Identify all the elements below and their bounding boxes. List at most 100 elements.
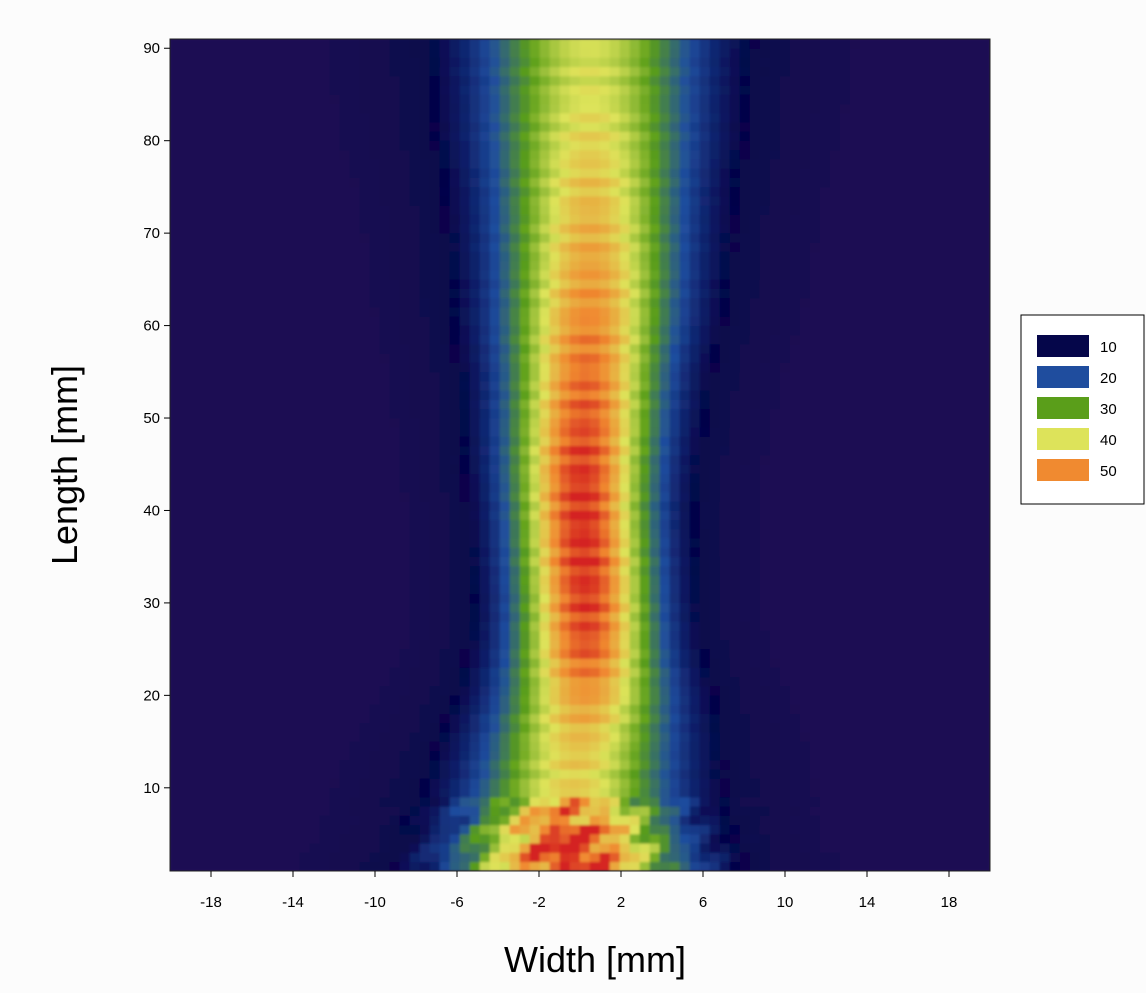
heatmap-cell bbox=[319, 316, 331, 326]
heatmap-cell bbox=[969, 362, 981, 373]
heatmap-cell bbox=[399, 769, 411, 779]
heatmap-cell bbox=[859, 371, 871, 382]
heatmap-cell bbox=[229, 824, 241, 835]
heatmap-cell bbox=[619, 861, 631, 871]
heatmap-cell bbox=[489, 732, 501, 742]
heatmap-cell bbox=[969, 750, 981, 761]
heatmap-cell bbox=[619, 787, 631, 798]
heatmap-cell bbox=[719, 537, 731, 548]
heatmap-cell bbox=[339, 722, 351, 733]
heatmap-cell bbox=[649, 824, 661, 835]
heatmap-cell bbox=[899, 491, 911, 502]
heatmap-cell bbox=[399, 565, 411, 576]
heatmap-cell bbox=[889, 445, 901, 456]
heatmap-cell bbox=[839, 445, 851, 456]
heatmap-cell bbox=[809, 676, 821, 687]
heatmap-cell bbox=[459, 658, 471, 668]
heatmap-cell bbox=[189, 380, 201, 391]
heatmap-cell bbox=[389, 741, 401, 752]
heatmap-cell bbox=[279, 722, 291, 733]
heatmap-cell bbox=[629, 547, 641, 557]
heatmap-cell bbox=[389, 491, 401, 502]
heatmap-cell bbox=[479, 417, 491, 428]
heatmap-cell bbox=[529, 537, 541, 548]
heatmap-cell bbox=[609, 741, 621, 752]
heatmap-cell bbox=[879, 667, 891, 678]
heatmap-cell bbox=[849, 704, 861, 715]
heatmap-cell bbox=[589, 639, 601, 650]
heatmap-cell bbox=[189, 574, 201, 585]
heatmap-cell bbox=[459, 417, 471, 428]
heatmap-cell bbox=[249, 399, 261, 410]
heatmap-cell bbox=[349, 417, 361, 428]
heatmap-cell bbox=[469, 371, 481, 382]
heatmap-cell bbox=[329, 722, 341, 733]
heatmap-cell bbox=[499, 695, 511, 705]
heatmap-cell bbox=[309, 713, 321, 724]
heatmap-cell bbox=[709, 611, 721, 622]
heatmap-cell bbox=[509, 500, 521, 511]
heatmap-cell bbox=[669, 362, 681, 373]
heatmap-cell bbox=[609, 445, 621, 456]
heatmap-cell bbox=[639, 658, 651, 668]
heatmap-cell bbox=[229, 380, 241, 391]
heatmap-cell bbox=[809, 630, 821, 641]
heatmap-cell bbox=[569, 593, 581, 604]
heatmap-cell bbox=[279, 852, 291, 863]
heatmap-cell bbox=[389, 473, 401, 484]
heatmap-cell bbox=[569, 704, 581, 715]
heatmap-cell bbox=[759, 343, 771, 354]
heatmap-cell bbox=[319, 482, 331, 493]
heatmap-cell bbox=[559, 482, 571, 493]
heatmap-cell bbox=[469, 676, 481, 687]
heatmap-cell bbox=[259, 325, 271, 336]
heatmap-cell bbox=[429, 722, 441, 733]
heatmap-cell bbox=[959, 842, 971, 853]
heatmap-cell bbox=[519, 445, 531, 456]
heatmap-cell bbox=[539, 741, 551, 752]
heatmap-cell bbox=[889, 861, 901, 871]
heatmap-cell bbox=[529, 491, 541, 502]
heatmap-cell bbox=[179, 510, 191, 521]
heatmap-cell bbox=[439, 648, 451, 659]
heatmap-cell bbox=[639, 842, 651, 853]
heatmap-cell bbox=[299, 519, 311, 530]
heatmap-cell bbox=[719, 824, 731, 835]
heatmap-cell bbox=[299, 417, 311, 428]
heatmap-cell bbox=[699, 667, 711, 678]
heatmap-cell bbox=[949, 602, 961, 613]
heatmap-cell bbox=[329, 306, 341, 317]
heatmap-cell bbox=[379, 732, 391, 742]
heatmap-cell bbox=[229, 621, 241, 631]
heatmap-cell bbox=[179, 408, 191, 419]
heatmap-cell bbox=[909, 371, 921, 382]
heatmap-cell bbox=[479, 611, 491, 622]
heatmap-cell bbox=[819, 685, 831, 696]
heatmap-cell bbox=[479, 325, 491, 336]
heatmap-cell bbox=[839, 695, 851, 705]
heatmap-cell bbox=[629, 713, 641, 724]
heatmap-cell bbox=[449, 667, 461, 678]
heatmap-cell bbox=[819, 500, 831, 511]
heatmap-cell bbox=[849, 796, 861, 807]
heatmap-cell bbox=[489, 426, 501, 437]
heatmap-cell bbox=[189, 796, 201, 807]
heatmap-cell bbox=[259, 778, 271, 789]
heatmap-cell bbox=[359, 389, 371, 400]
heatmap-cell bbox=[859, 704, 871, 715]
heatmap-cell bbox=[639, 833, 651, 844]
heatmap-cell bbox=[839, 325, 851, 336]
heatmap-cell bbox=[170, 528, 181, 539]
heatmap-cell bbox=[759, 436, 771, 447]
heatmap-cell bbox=[479, 399, 491, 410]
heatmap-cell bbox=[809, 316, 821, 326]
heatmap-cell bbox=[239, 500, 251, 511]
heatmap-cell bbox=[659, 695, 671, 705]
heatmap-cell bbox=[479, 602, 491, 613]
heatmap-cell bbox=[789, 704, 801, 715]
heatmap-cell bbox=[899, 621, 911, 631]
heatmap-cell bbox=[709, 778, 721, 789]
heatmap-cell bbox=[709, 500, 721, 511]
heatmap-cell bbox=[829, 389, 841, 400]
heatmap-cell bbox=[489, 852, 501, 863]
